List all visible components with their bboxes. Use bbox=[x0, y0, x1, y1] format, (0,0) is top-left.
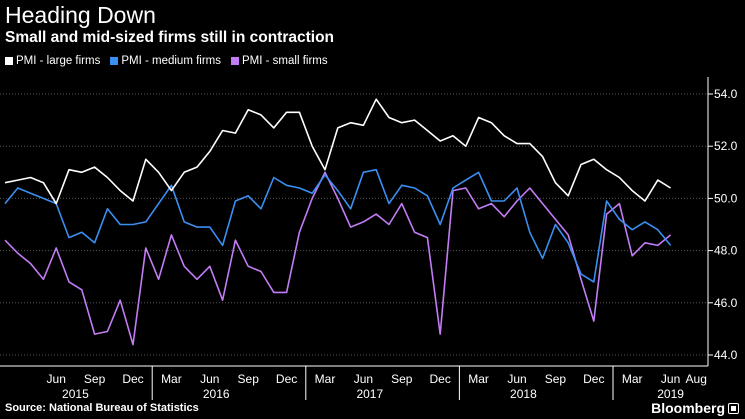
y-tick-label: 52.0 bbox=[714, 139, 738, 153]
chart-title: Heading Down bbox=[5, 2, 156, 28]
x-tick-label: Mar bbox=[315, 372, 336, 386]
legend-item-small: PMI - small firms bbox=[231, 55, 328, 67]
x-tick-label: Jun bbox=[200, 372, 219, 386]
legend-swatch-small bbox=[231, 57, 240, 65]
x-year-label: 2017 bbox=[356, 387, 383, 401]
x-tick-label: Mar bbox=[622, 372, 643, 386]
source-note: Source: National Bureau of Statistics bbox=[5, 402, 199, 414]
x-tick-label: Aug bbox=[686, 372, 707, 386]
series-line-large bbox=[4, 98, 672, 205]
legend-item-large: PMI - large firms bbox=[5, 55, 100, 67]
x-year-label: 2016 bbox=[203, 387, 230, 401]
y-tick-label: 46.0 bbox=[714, 296, 738, 310]
x-tick-label: Sep bbox=[391, 372, 413, 386]
x-year-label: 2019 bbox=[657, 387, 684, 401]
x-tick-label: Dec bbox=[276, 372, 297, 386]
x-year-label: 2018 bbox=[510, 387, 537, 401]
legend-item-medium: PMI - medium firms bbox=[110, 55, 221, 67]
x-tick-label: Mar bbox=[468, 372, 489, 386]
x-year-label: 2015 bbox=[62, 387, 89, 401]
y-tick-label: 50.0 bbox=[714, 191, 738, 205]
x-tick-label: Jun bbox=[507, 372, 526, 386]
y-tick-label: 48.0 bbox=[714, 244, 738, 258]
chart-legend: PMI - large firms PMI - medium firms PMI… bbox=[5, 55, 328, 67]
chart-subtitle: Small and mid-sized firms still in contr… bbox=[5, 29, 335, 46]
series-line-small bbox=[4, 171, 672, 346]
bloomberg-logo: Bloomberg bbox=[651, 400, 739, 416]
x-tick-label: Dec bbox=[122, 372, 143, 386]
legend-swatch-large bbox=[5, 57, 13, 65]
y-tick-label: 54.0 bbox=[714, 87, 738, 101]
terminal-icon bbox=[728, 402, 739, 414]
x-tick-label: Sep bbox=[84, 372, 106, 386]
x-tick-label: Dec bbox=[583, 372, 604, 386]
series-line-medium bbox=[4, 168, 672, 283]
x-tick-label: Dec bbox=[430, 372, 451, 386]
x-tick-label: Sep bbox=[238, 372, 260, 386]
brand-name: Bloomberg bbox=[651, 400, 725, 416]
x-tick-label: Jun bbox=[354, 372, 373, 386]
legend-swatch-medium bbox=[110, 57, 119, 65]
x-tick-label: Mar bbox=[161, 372, 182, 386]
x-tick-label: Sep bbox=[545, 372, 567, 386]
y-tick-label: 44.0 bbox=[714, 348, 738, 362]
x-tick-label: Jun bbox=[661, 372, 680, 386]
legend-label-medium: PMI - medium firms bbox=[121, 55, 222, 67]
legend-label-large: PMI - large firms bbox=[16, 55, 101, 67]
legend-label-small: PMI - small firms bbox=[242, 55, 328, 67]
x-tick-label: Jun bbox=[47, 372, 66, 386]
